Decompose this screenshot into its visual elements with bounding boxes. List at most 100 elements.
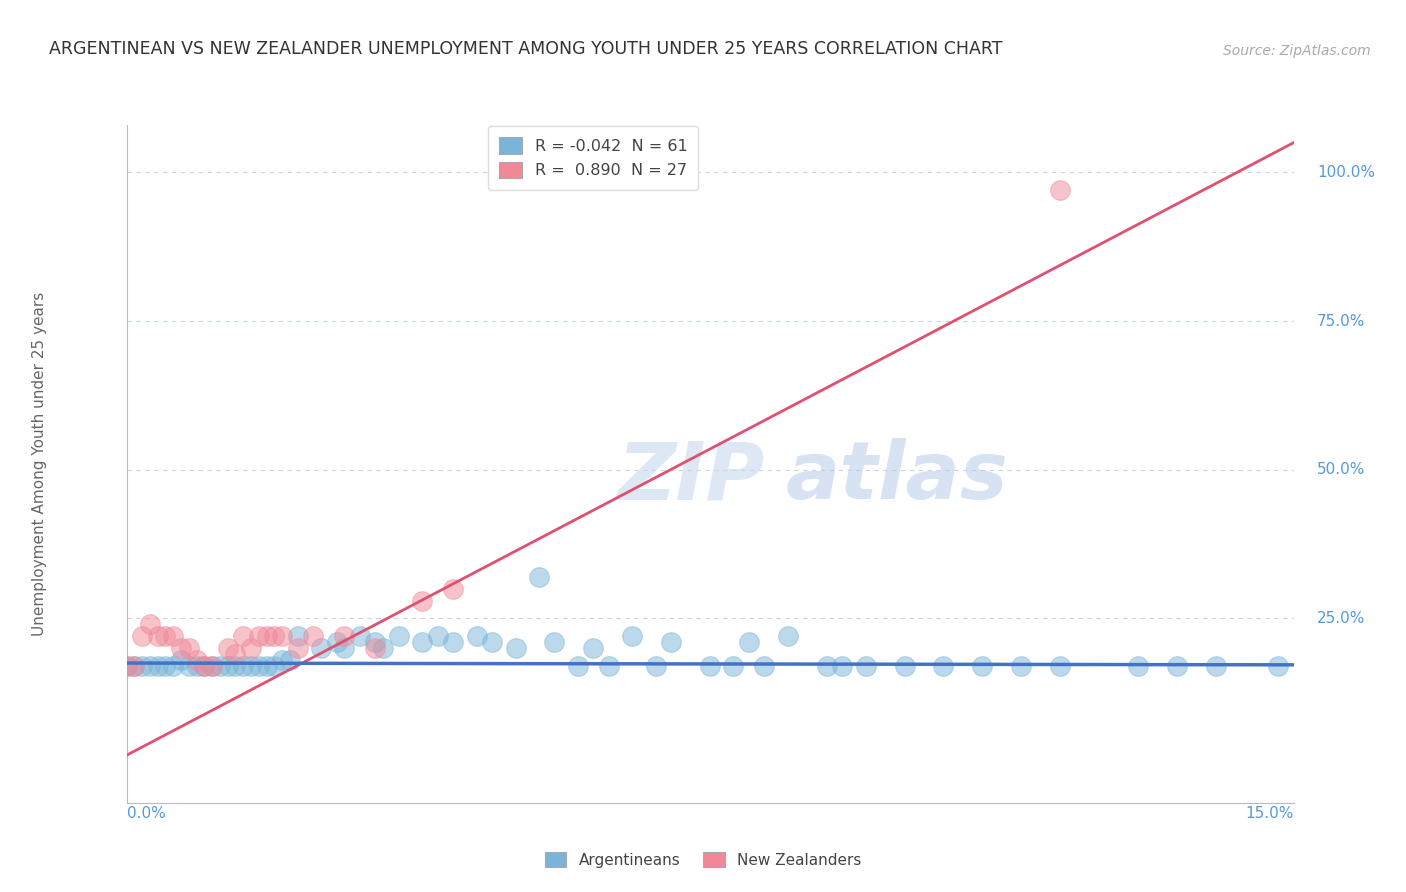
Point: [373, 641, 395, 656]
Point: [186, 659, 208, 673]
Point: [287, 641, 309, 656]
Point: [738, 635, 761, 649]
Point: [232, 659, 254, 673]
Point: [193, 659, 215, 673]
Point: [333, 629, 356, 643]
Point: [309, 641, 332, 656]
Point: [1267, 659, 1289, 673]
Point: [170, 641, 193, 656]
Legend: Argentineans, New Zealanders: Argentineans, New Zealanders: [537, 844, 869, 875]
Point: [139, 617, 162, 632]
Point: [364, 641, 387, 656]
Text: Unemployment Among Youth under 25 years: Unemployment Among Youth under 25 years: [31, 292, 46, 636]
Text: Source: ZipAtlas.com: Source: ZipAtlas.com: [1223, 44, 1371, 58]
Point: [567, 659, 589, 673]
Point: [217, 641, 239, 656]
Point: [201, 659, 224, 673]
Point: [256, 659, 278, 673]
Text: 15.0%: 15.0%: [1246, 805, 1294, 821]
Point: [465, 629, 488, 643]
Point: [240, 659, 263, 673]
Text: 50.0%: 50.0%: [1317, 462, 1365, 477]
Point: [893, 659, 915, 673]
Point: [1205, 659, 1227, 673]
Point: [177, 659, 200, 673]
Point: [411, 593, 433, 607]
Point: [131, 659, 153, 673]
Point: [481, 635, 503, 649]
Point: [271, 653, 294, 667]
Point: [278, 653, 301, 667]
Point: [224, 647, 246, 661]
Point: [287, 629, 309, 643]
Point: [621, 629, 644, 643]
Point: [177, 641, 200, 656]
Point: [124, 659, 146, 673]
Legend: R = -0.042  N = 61, R =  0.890  N = 27: R = -0.042 N = 61, R = 0.890 N = 27: [488, 126, 699, 190]
Point: [723, 659, 745, 673]
Point: [193, 659, 215, 673]
Point: [815, 659, 838, 673]
Point: [333, 641, 356, 656]
Point: [155, 629, 177, 643]
Point: [247, 629, 270, 643]
Point: [855, 659, 877, 673]
Point: [1126, 659, 1149, 673]
Point: [201, 659, 224, 673]
Point: [186, 653, 208, 667]
Text: 100.0%: 100.0%: [1317, 165, 1375, 180]
Point: [543, 635, 565, 649]
Point: [208, 659, 231, 673]
Point: [240, 641, 263, 656]
Point: [162, 659, 184, 673]
Point: [505, 641, 527, 656]
Point: [247, 659, 270, 673]
Point: [1166, 659, 1188, 673]
Text: atlas: atlas: [786, 438, 1008, 516]
Point: [131, 629, 153, 643]
Point: [139, 659, 162, 673]
Point: [699, 659, 721, 673]
Point: [972, 659, 994, 673]
Point: [115, 659, 138, 673]
Point: [256, 629, 278, 643]
Text: 75.0%: 75.0%: [1317, 314, 1365, 328]
Point: [263, 629, 285, 643]
Point: [325, 635, 347, 649]
Point: [155, 659, 177, 673]
Point: [170, 653, 193, 667]
Point: [1010, 659, 1032, 673]
Point: [411, 635, 433, 649]
Point: [776, 629, 799, 643]
Point: [932, 659, 955, 673]
Point: [162, 629, 184, 643]
Text: ARGENTINEAN VS NEW ZEALANDER UNEMPLOYMENT AMONG YOUTH UNDER 25 YEARS CORRELATION: ARGENTINEAN VS NEW ZEALANDER UNEMPLOYMEN…: [49, 40, 1002, 58]
Text: 0.0%: 0.0%: [127, 805, 166, 821]
Point: [831, 659, 853, 673]
Point: [582, 641, 605, 656]
Point: [263, 659, 285, 673]
Point: [754, 659, 776, 673]
Point: [349, 629, 371, 643]
Point: [124, 659, 146, 673]
Text: ZIP: ZIP: [617, 438, 763, 516]
Point: [146, 629, 169, 643]
Point: [598, 659, 620, 673]
Point: [441, 635, 464, 649]
Point: [388, 629, 411, 643]
Point: [441, 582, 464, 596]
Point: [224, 659, 246, 673]
Point: [364, 635, 387, 649]
Point: [232, 629, 254, 643]
Point: [426, 629, 449, 643]
Point: [146, 659, 169, 673]
Point: [1049, 659, 1071, 673]
Point: [644, 659, 666, 673]
Point: [217, 659, 239, 673]
Point: [271, 629, 294, 643]
Point: [659, 635, 682, 649]
Point: [302, 629, 325, 643]
Point: [527, 570, 550, 584]
Text: 25.0%: 25.0%: [1317, 611, 1365, 626]
Point: [1049, 183, 1071, 197]
